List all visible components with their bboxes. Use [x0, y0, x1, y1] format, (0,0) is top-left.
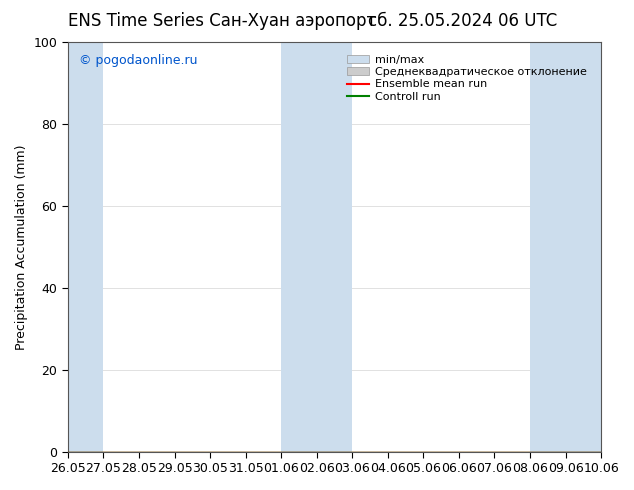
- Text: ENS Time Series Сан-Хуан аэропорт: ENS Time Series Сан-Хуан аэропорт: [68, 12, 376, 30]
- Legend: min/max, Среднеквадратическое отклонение, Ensemble mean run, Controll run: min/max, Среднеквадратическое отклонение…: [344, 52, 590, 105]
- Bar: [530, 42, 601, 452]
- Y-axis label: Precipitation Accumulation (mm): Precipitation Accumulation (mm): [15, 144, 28, 349]
- Bar: [68, 42, 103, 452]
- Text: © pogodaonline.ru: © pogodaonline.ru: [79, 54, 197, 67]
- Text: сб. 25.05.2024 06 UTC: сб. 25.05.2024 06 UTC: [368, 12, 557, 30]
- Bar: [281, 42, 353, 452]
